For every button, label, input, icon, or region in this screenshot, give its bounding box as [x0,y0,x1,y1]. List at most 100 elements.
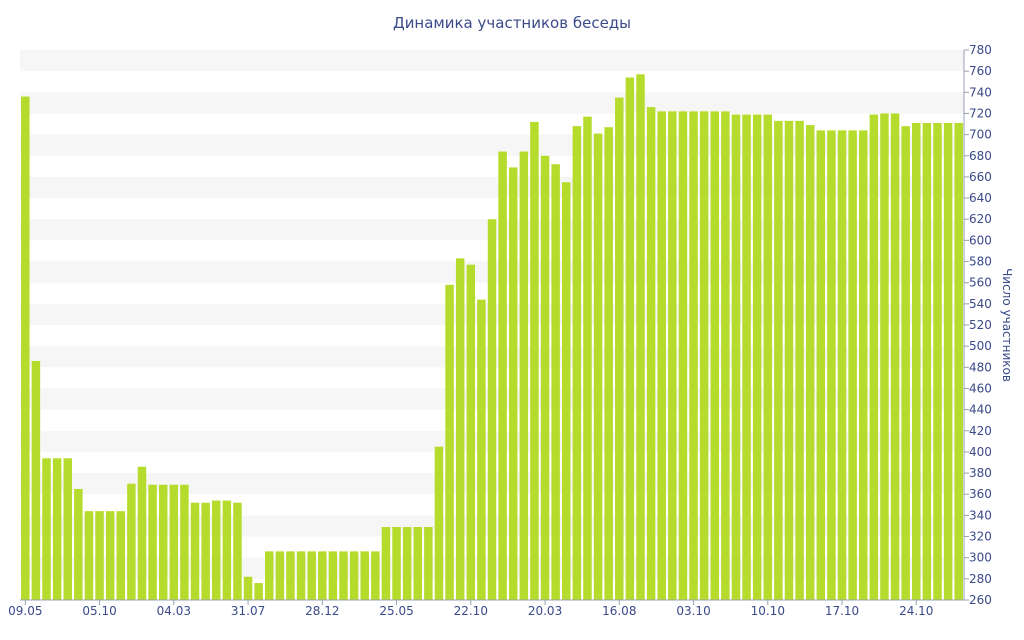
bar [318,551,327,600]
x-tick-label: 16.08 [602,604,636,618]
bar [530,121,539,601]
bar [381,527,391,600]
bar [148,484,157,600]
bar [52,458,62,600]
y-tick-label: 500 [969,339,992,353]
x-axis-ticks: 09.05 05.10 04.03 31.07 28.12 25.05 22.10 20.03… [8,600,933,618]
bar [254,583,263,600]
bar [42,458,51,600]
bar [689,111,698,600]
bar [275,551,285,600]
bar [668,111,677,600]
grid-band [20,50,964,72]
bar [933,122,942,600]
x-tick-label: 28.12 [305,604,339,618]
bar [201,502,210,600]
bar [795,120,804,601]
y-tick-label: 460 [969,381,992,395]
bar [890,113,900,601]
bar [116,511,126,600]
x-tick-label: 20.03 [528,604,562,618]
bar [286,551,295,600]
bar [604,127,613,601]
bar [562,182,571,600]
x-tick-label: 09.05 [8,604,42,618]
bar [869,114,879,601]
bar [360,551,369,600]
bar [901,126,910,601]
y-axis-ticks: 260 280 300 320 340 360 380 400 420 440 460 480 500 5… [964,43,992,607]
bar [827,130,836,600]
y-tick-label: 320 [969,530,992,544]
bar [625,77,635,600]
bar [339,551,348,600]
bar [424,527,433,600]
bar [593,133,603,600]
bar [74,488,83,600]
bar [615,97,624,600]
bar [912,122,921,600]
y-tick-label: 640 [969,191,992,205]
x-tick-label: 17.10 [825,604,859,618]
x-tick-label: 24.10 [899,604,933,618]
bar [752,114,762,601]
y-tick-label: 760 [969,64,992,78]
bar [943,122,953,600]
bar [158,484,168,600]
y-tick-label: 600 [969,233,992,247]
bar [222,500,232,600]
bar [858,130,868,600]
bar [307,551,316,600]
bar [678,111,688,600]
bar [402,527,412,600]
bar [243,576,253,600]
bar [816,130,826,600]
bars [21,74,963,601]
bar [954,122,963,600]
bar [392,527,401,600]
y-tick-label: 720 [969,106,992,120]
chart-title: Динамика участников беседы [393,14,631,32]
bar [63,458,72,600]
bar [636,74,645,600]
y-axis-label: Число участников [1000,268,1014,382]
bar [774,120,783,601]
bar [583,116,592,600]
y-tick-label: 560 [969,276,992,290]
bar [487,219,497,601]
y-tick-label: 280 [969,572,992,586]
bar [180,484,189,600]
bar [880,113,889,601]
y-tick-label: 420 [969,424,992,438]
bar [169,484,179,600]
y-tick-label: 740 [969,85,992,99]
bar [763,114,773,601]
x-tick-label: 03.10 [676,604,710,618]
x-tick-label: 04.03 [157,604,191,618]
bar [371,551,380,600]
y-tick-label: 400 [969,445,992,459]
bar [190,502,200,600]
bar [508,167,518,600]
bar [434,446,444,600]
bar [742,114,751,601]
bar [84,511,94,600]
y-tick-label: 340 [969,508,992,522]
bar [646,107,656,601]
y-tick-label: 680 [969,149,992,163]
bar [498,151,507,601]
bar [540,155,550,600]
y-tick-label: 380 [969,466,992,480]
bar [95,511,104,600]
bar [848,130,857,600]
bar [519,151,529,601]
y-tick-label: 440 [969,403,992,417]
bar [349,551,359,600]
y-tick-label: 660 [969,170,992,184]
bar [721,111,730,600]
x-tick-label: 25.05 [379,604,413,618]
bar [699,111,709,600]
bar [572,126,582,601]
x-tick-label: 22.10 [454,604,488,618]
